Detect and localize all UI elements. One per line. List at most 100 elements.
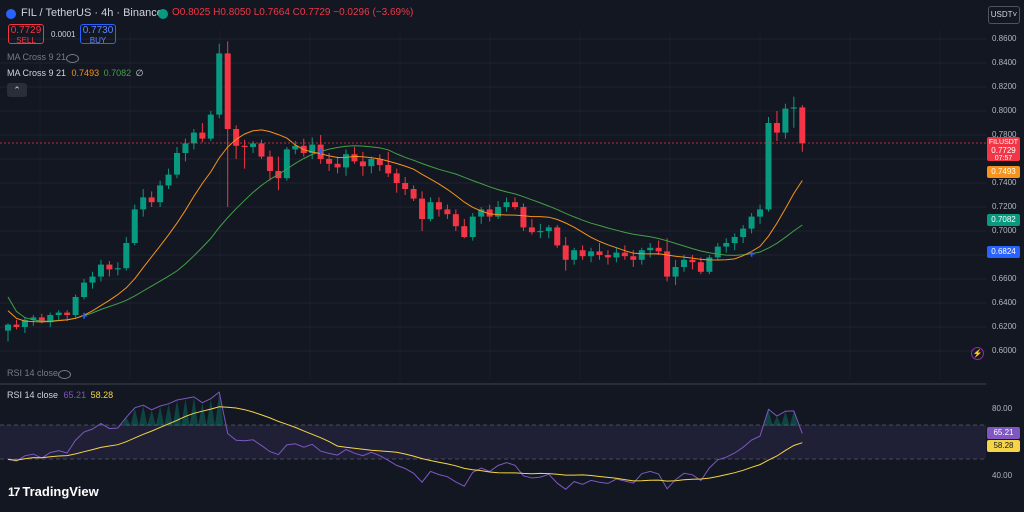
collapse-legend-button[interactable]: ⌃ [7, 83, 27, 97]
ma-slow-price-tag: 0.7082 [987, 214, 1020, 226]
candle-body [292, 145, 299, 150]
candle-body [681, 259, 687, 267]
last-price-symbol: FILUSDT [988, 139, 1019, 146]
candle-body [714, 246, 721, 258]
candle-body [419, 198, 426, 219]
candle-body [140, 197, 147, 210]
spread-value: 0.0001 [51, 30, 76, 39]
last-price-tag: FILUSDT 0.7729 07:57 [987, 137, 1020, 162]
eye-off-icon[interactable] [66, 54, 79, 63]
currency-selector[interactable]: USDT˅ [988, 6, 1020, 24]
ma-cross-hidden-legend[interactable]: MA Cross 9 21 [7, 52, 67, 62]
tradingview-logo-text: TradingView [22, 484, 99, 499]
rsi-value-tag: 65.21 [987, 427, 1020, 439]
candle-body [5, 324, 11, 331]
rsi-hidden-legend[interactable]: RSI 14 close [7, 368, 59, 378]
ohlc-readout: O0.8025 H0.8050 L0.7664 C0.7729 −0.0296 … [172, 7, 414, 18]
candle-body [165, 174, 172, 186]
candle-body [376, 159, 383, 165]
rsi-legend[interactable]: RSI 14 close 65.21 58.28 [7, 390, 113, 400]
candle-body [545, 227, 552, 231]
candle-body [216, 53, 223, 115]
eye-off-icon[interactable] [58, 370, 71, 379]
candle-body [157, 185, 164, 203]
candle-body [368, 159, 375, 167]
candle-body [790, 107, 797, 109]
price-axis-label: 0.8000 [992, 106, 1017, 115]
candle-body [697, 262, 704, 272]
ma-fast-value: 0.7493 [71, 68, 100, 78]
crosshair-price-tag: 0.6824 [987, 246, 1020, 258]
price-axis-label: 0.7800 [992, 130, 1017, 139]
candle-body [309, 144, 316, 153]
ma-cross-symbol: ∅ [135, 68, 144, 78]
candle-body [782, 108, 789, 133]
candle-body [604, 255, 611, 258]
rsi-line [7, 391, 803, 490]
ma-cross-legend[interactable]: MA Cross 9 21 0.7493 0.7082 ∅ [7, 68, 143, 79]
candle-body [199, 132, 206, 139]
candle-body [638, 250, 645, 260]
candle-body [731, 237, 738, 243]
price-grid [0, 30, 986, 380]
candle-body [579, 250, 586, 257]
candle-body [97, 264, 104, 277]
candle-body [266, 156, 273, 171]
market-open-icon [158, 9, 168, 19]
price-axis-label: 0.6200 [992, 322, 1017, 331]
cross-marker-icon [748, 250, 755, 257]
candle-body [402, 183, 409, 189]
candle-body [258, 143, 265, 157]
rsi-band [0, 425, 986, 459]
price-axis-label: 0.8200 [992, 82, 1017, 91]
candle-body [250, 143, 257, 147]
candle-body [554, 227, 561, 246]
candle-body [47, 315, 54, 323]
chevron-down-icon: ˅ [1012, 10, 1018, 19]
candle-body [148, 197, 155, 203]
candle-body [21, 319, 28, 327]
sell-price: 0.7729 [10, 25, 42, 36]
rsi-overbought-fill [96, 392, 799, 426]
candle-body [123, 243, 130, 269]
candle-body [486, 209, 493, 217]
symbol-title[interactable]: FIL / TetherUS · 4h · Binance [21, 7, 163, 19]
candle-body [241, 145, 248, 147]
candle-body [469, 216, 476, 237]
lightning-icon[interactable]: ⚡ [971, 347, 984, 360]
candle-body [114, 268, 121, 270]
candle-body [38, 317, 45, 323]
candle-body [765, 123, 772, 210]
candle-body [672, 267, 679, 277]
price-axis-label: 0.8400 [992, 58, 1017, 67]
sell-button[interactable]: 0.7729 SELL [8, 24, 44, 45]
candle-body [326, 159, 333, 164]
candle-body [748, 216, 755, 229]
candle-body [359, 161, 366, 167]
candle-body [182, 143, 189, 153]
candle-body [528, 227, 535, 233]
candle-body [72, 297, 79, 315]
price-axis-label: 0.7400 [992, 178, 1017, 187]
candle-body [773, 123, 780, 133]
candle-body [393, 173, 400, 183]
buy-button[interactable]: 0.7730 BUY [80, 24, 116, 45]
symbol-logo-icon [6, 9, 16, 19]
ma-cross-markers [81, 148, 755, 319]
last-price-countdown: 07:57 [994, 155, 1013, 162]
candle-body [647, 247, 654, 251]
candle-body [435, 202, 442, 210]
cross-marker-icon [317, 148, 324, 155]
rsi-ma-tag: 58.28 [987, 440, 1020, 452]
candle-body [799, 107, 806, 144]
candle-body [81, 282, 88, 297]
price-axis-label: 0.8600 [992, 34, 1017, 43]
candle-body [621, 252, 628, 257]
candle-body [461, 226, 468, 237]
candle-body [478, 209, 485, 217]
rsi-axis-label: 80.00 [992, 404, 1013, 413]
tradingview-logo[interactable]: 17 TradingView [8, 484, 99, 499]
currency-label: USDT [990, 10, 1013, 19]
candle-body [190, 132, 197, 144]
